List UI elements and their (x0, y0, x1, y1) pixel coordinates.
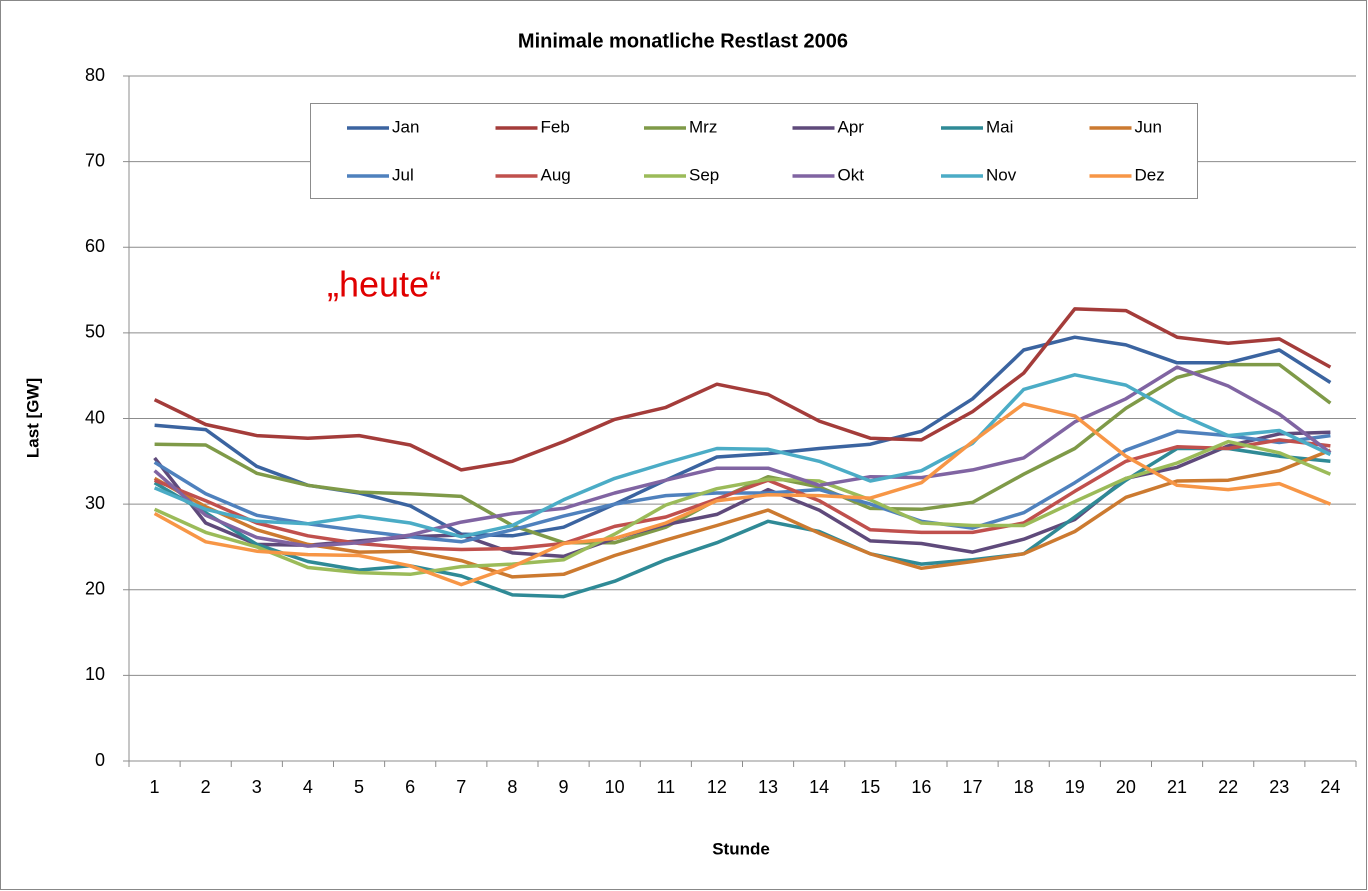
x-tick-label: 13 (758, 777, 778, 797)
x-tick-label: 18 (1014, 777, 1034, 797)
x-tick-label: 2 (201, 777, 211, 797)
x-tick-label: 8 (507, 777, 517, 797)
legend-label: Apr (838, 117, 865, 136)
y-tick-label: 40 (85, 407, 105, 427)
annotation: „heute“ (327, 264, 441, 305)
legend-box (310, 103, 1198, 199)
x-tick-label: 7 (456, 777, 466, 797)
series-line (153, 402, 1332, 587)
x-axis-title: Stunde (712, 839, 770, 858)
y-axis-title: Last [GW] (23, 378, 42, 458)
series-line (153, 373, 1332, 539)
x-tick-label: 15 (860, 777, 880, 797)
series-line (153, 307, 1332, 472)
series-line (153, 439, 1332, 577)
legend-label: Jun (1135, 117, 1162, 136)
x-tick-label: 11 (656, 777, 675, 797)
legend-label: Mai (986, 117, 1013, 136)
x-tick-label: 22 (1218, 777, 1238, 797)
x-tick-label: 3 (252, 777, 262, 797)
x-tick-label: 5 (354, 777, 364, 797)
y-tick-label: 50 (85, 322, 105, 342)
legend-label: Feb (541, 117, 570, 136)
legend-label: Nov (986, 165, 1017, 184)
x-tick-label: 23 (1269, 777, 1289, 797)
x-tick-label: 17 (963, 777, 983, 797)
y-tick-label: 70 (85, 150, 105, 170)
x-tick-label: 1 (150, 777, 160, 797)
x-tick-label: 6 (405, 777, 415, 797)
x-tick-label: 12 (707, 777, 727, 797)
y-tick-label: 0 (95, 750, 105, 770)
legend-label: Jan (392, 117, 419, 136)
legend-label: Aug (541, 165, 571, 184)
x-tick-label: 4 (303, 777, 313, 797)
y-tick-label: 10 (85, 664, 105, 684)
series-line (153, 365, 1332, 548)
x-tick-label: 19 (1065, 777, 1085, 797)
x-tick-label: 10 (605, 777, 625, 797)
y-tick-label: 80 (85, 65, 105, 85)
y-tick-label: 60 (85, 236, 105, 256)
series-line (153, 448, 1332, 579)
legend-label: Okt (838, 165, 865, 184)
x-tick-label: 24 (1320, 777, 1340, 797)
x-tick-label: 20 (1116, 777, 1136, 797)
x-tick-label: 16 (911, 777, 931, 797)
legend-label: Sep (689, 165, 719, 184)
x-tick-label: 14 (809, 777, 829, 797)
x-tick-label: 9 (559, 777, 569, 797)
legend-label: Mrz (689, 117, 717, 136)
series-line (153, 429, 1331, 544)
legend-label: Dez (1135, 165, 1165, 184)
y-tick-label: 30 (85, 493, 105, 513)
chart-title: Minimale monatliche Restlast 2006 (518, 30, 848, 52)
legend-label: Jul (392, 165, 414, 184)
y-tick-label: 20 (85, 579, 105, 599)
x-tick-label: 21 (1167, 777, 1187, 797)
